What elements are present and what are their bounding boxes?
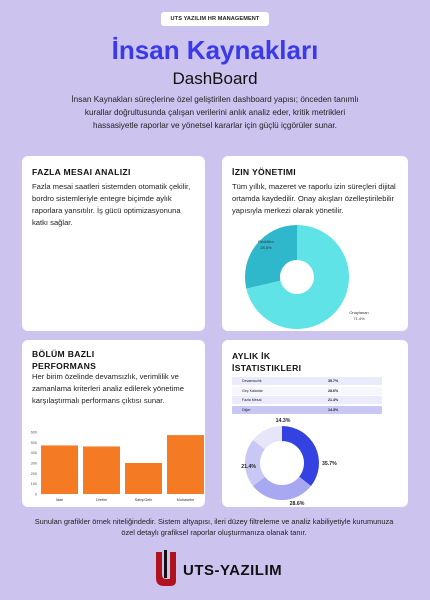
bar [167, 435, 204, 494]
donut-label: 21.4% [241, 464, 256, 470]
overtime-area-chart: 050100150200250Fm1Fm2Fm3 [22, 156, 205, 331]
donut-slice [245, 439, 265, 487]
x-tick-label: İdari [56, 497, 64, 502]
x-tick-label: Satış/Gelir [135, 498, 153, 502]
pie-hole [280, 260, 314, 294]
x-tick-label: Muhasebe [177, 498, 195, 502]
stats-row: Geç Kalanlar 28.6% [232, 386, 382, 395]
page-subtitle: DashBoard [172, 69, 258, 88]
department-text: Her birim özelinde devamsızlık, verimlil… [32, 372, 184, 405]
y-tick-label: 100 [31, 482, 37, 486]
stats-row: Devamsızlık 35.7% [232, 377, 382, 385]
bar [83, 446, 120, 494]
stats-value: 35.7% [328, 379, 339, 383]
monthly-title: AYLIK İK İSTATISTIKLERI [232, 351, 302, 373]
y-tick-label: 200 [31, 472, 37, 476]
logo-text: UTS-YAZILIM [183, 562, 283, 579]
bar [41, 445, 78, 494]
pie-label: 71.4% [353, 316, 365, 321]
leave-title: İZIN YÖNETIMI [232, 167, 296, 177]
y-tick-label: 300 [31, 462, 37, 466]
monthly-donut-chart: 35.7% 28.6% 21.4% 14.3% [241, 418, 337, 507]
page-title: İnsan Kaynakları [111, 35, 319, 65]
donut-slice [253, 476, 311, 500]
donut-label: 35.7% [322, 461, 337, 467]
stats-value: 28.6% [328, 388, 339, 393]
stats-value: 21.4% [328, 398, 339, 402]
y-tick-label: 600 [31, 431, 37, 435]
stats-value: 14.3% [328, 407, 339, 412]
uts-logo-icon [156, 550, 176, 586]
bar [125, 463, 162, 494]
x-tick-label: Üretim [96, 498, 107, 502]
pie-label: Onaylanan [349, 310, 368, 315]
stats-label: Geç Kalanlar [242, 388, 263, 393]
overtime-card: FAZLA MESAI ANALIZI Fazla mesai saatleri… [22, 156, 205, 331]
overtime-title: FAZLA MESAI ANALIZI [32, 167, 131, 177]
donut-label: 28.6% [290, 501, 305, 507]
intro-text: İnsan Kaynakları süreçlerine özel gelişt… [71, 95, 359, 130]
stats-label: Fazla Mesai [242, 398, 262, 402]
y-tick-label: 0 [35, 493, 37, 497]
leave-text: Tüm yıllık, mazeret ve raporlu izin süre… [232, 182, 396, 215]
department-bar-chart: 0 100 200 300 400 500 600 İdari Üretim Satış/Geli… [31, 431, 204, 502]
monthly-card: AYLIK İK İSTATISTIKLERI Devamsızlık 35.7%… [222, 340, 408, 507]
pie-label: Reddilen [258, 239, 274, 244]
stats-row: Diğer 14.3% [232, 405, 382, 414]
donut-slice [282, 426, 319, 487]
footer-note: Sunulan grafikler örnek niteliğindedir. … [34, 517, 394, 537]
leave-card: İZIN YÖNETIMI Tüm yıllık, mazeret ve rap… [222, 156, 408, 331]
department-title: BÖLÜM BAZLI PERFORMANS [32, 349, 97, 371]
y-tick-label: 500 [31, 441, 37, 445]
pie-label: 28.6% [260, 245, 272, 250]
donut-label: 14.3% [276, 418, 291, 424]
overtime-text: Fazla mesai saatleri sistemden otomatik … [32, 182, 191, 227]
brand-badge: UTS YAZILIM HR MANAGEMENT [161, 12, 269, 26]
stats-label: Devamsızlık [242, 379, 262, 383]
department-card: BÖLÜM BAZLI PERFORMANS Her birim özelind… [22, 340, 205, 507]
stats-label: Diğer [242, 407, 251, 412]
y-tick-label: 400 [31, 451, 37, 455]
stats-row: Fazla Mesai 21.4% [232, 396, 382, 404]
donut-slice [253, 426, 282, 450]
